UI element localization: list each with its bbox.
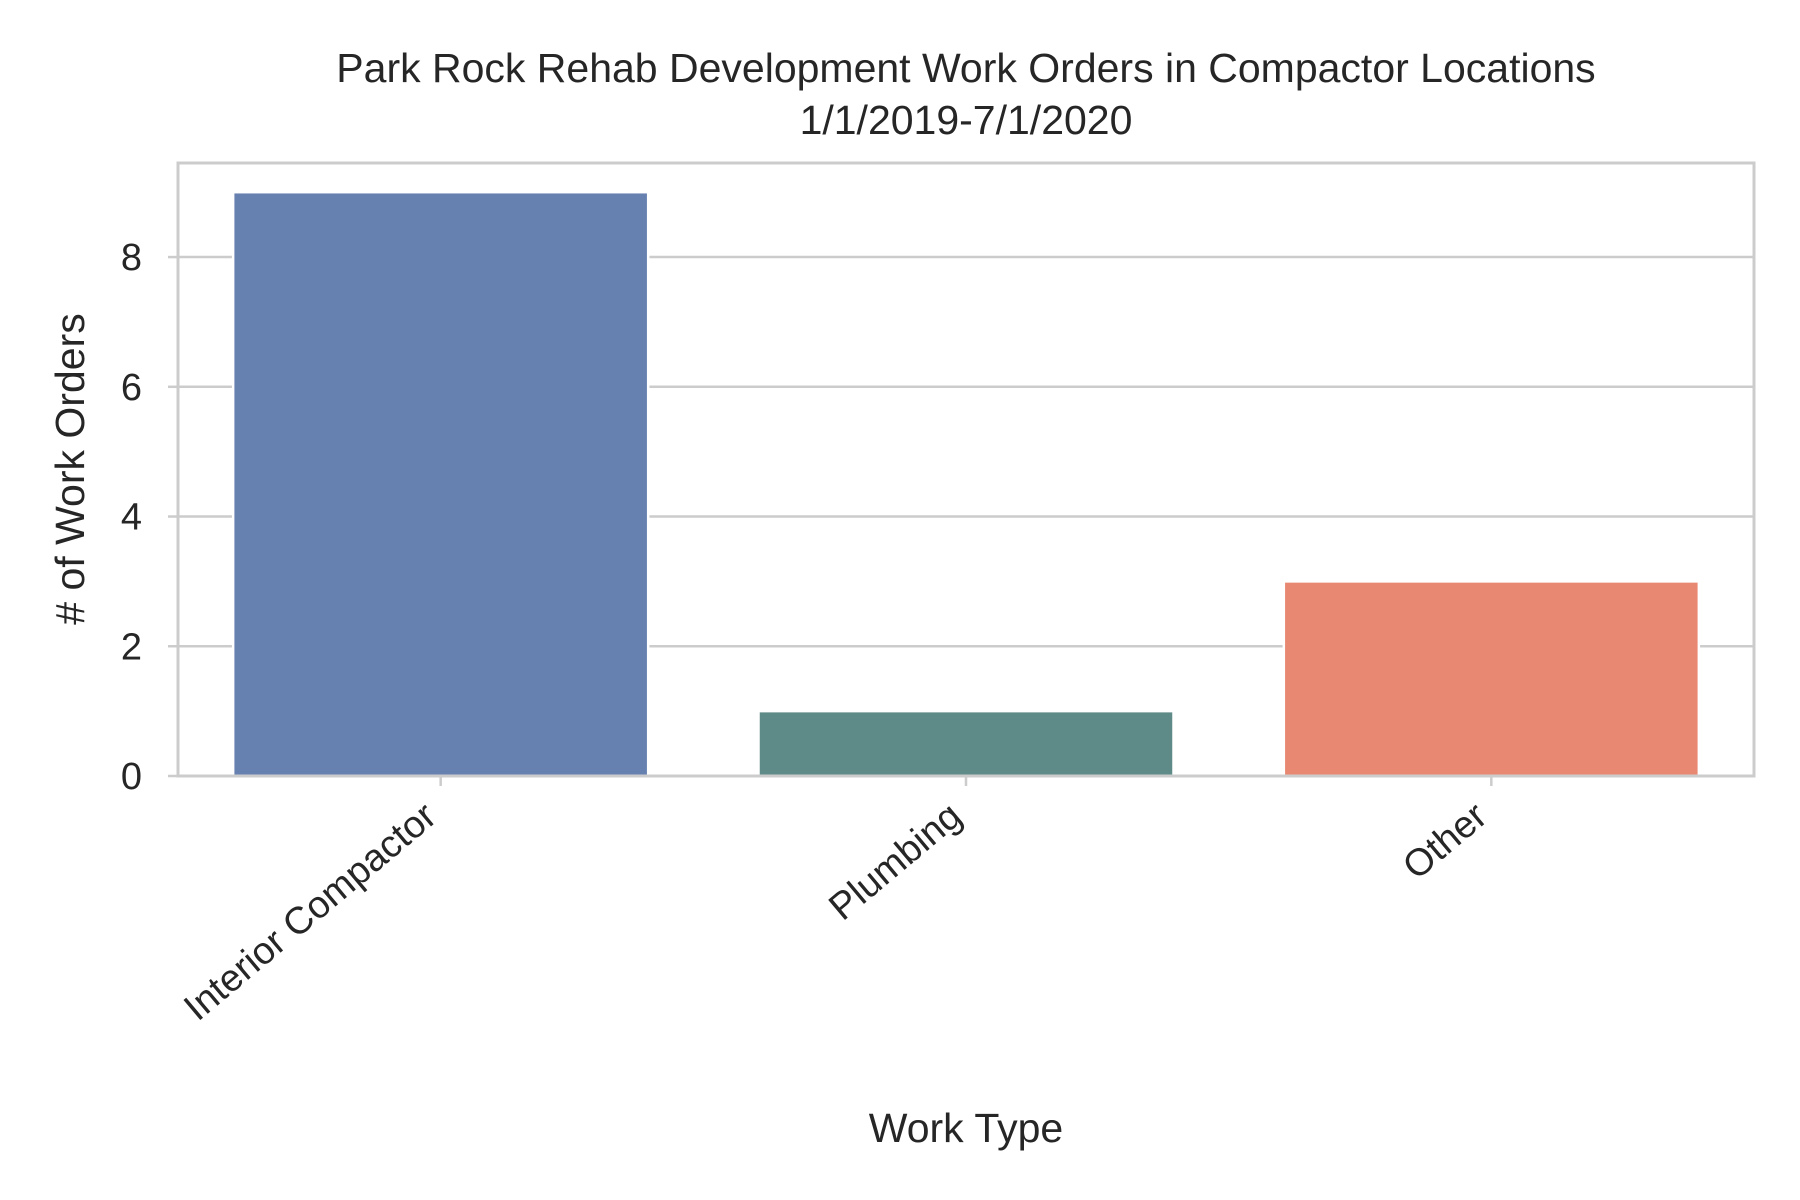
y-tick-label: 4	[121, 497, 142, 539]
x-tick-label: Plumbing	[821, 795, 969, 929]
x-axis-label: Work Type	[869, 1105, 1063, 1151]
bar	[757, 709, 1175, 778]
y-tick-label: 0	[121, 756, 142, 798]
x-tick-label: Other	[1395, 795, 1495, 888]
chart-title: Park Rock Rehab Development Work Orders …	[336, 45, 1595, 91]
x-tick-label: Interior Compactor	[176, 795, 444, 1030]
y-tick-label: 8	[121, 237, 142, 279]
bar	[231, 190, 650, 778]
plot-frame	[176, 161, 1756, 778]
y-tick-label: 2	[121, 626, 142, 668]
bars	[231, 190, 1701, 778]
x-axis-ticks: Interior Compactor Plumbing Other	[176, 776, 1495, 1029]
y-axis-ticks: 0 2 4 6 8	[121, 237, 178, 798]
y-axis-label: # of Work Orders	[47, 313, 93, 624]
y-tick-label: 6	[121, 367, 142, 409]
chart-subtitle: 1/1/2019-7/1/2020	[800, 97, 1133, 143]
bar	[1282, 580, 1701, 778]
